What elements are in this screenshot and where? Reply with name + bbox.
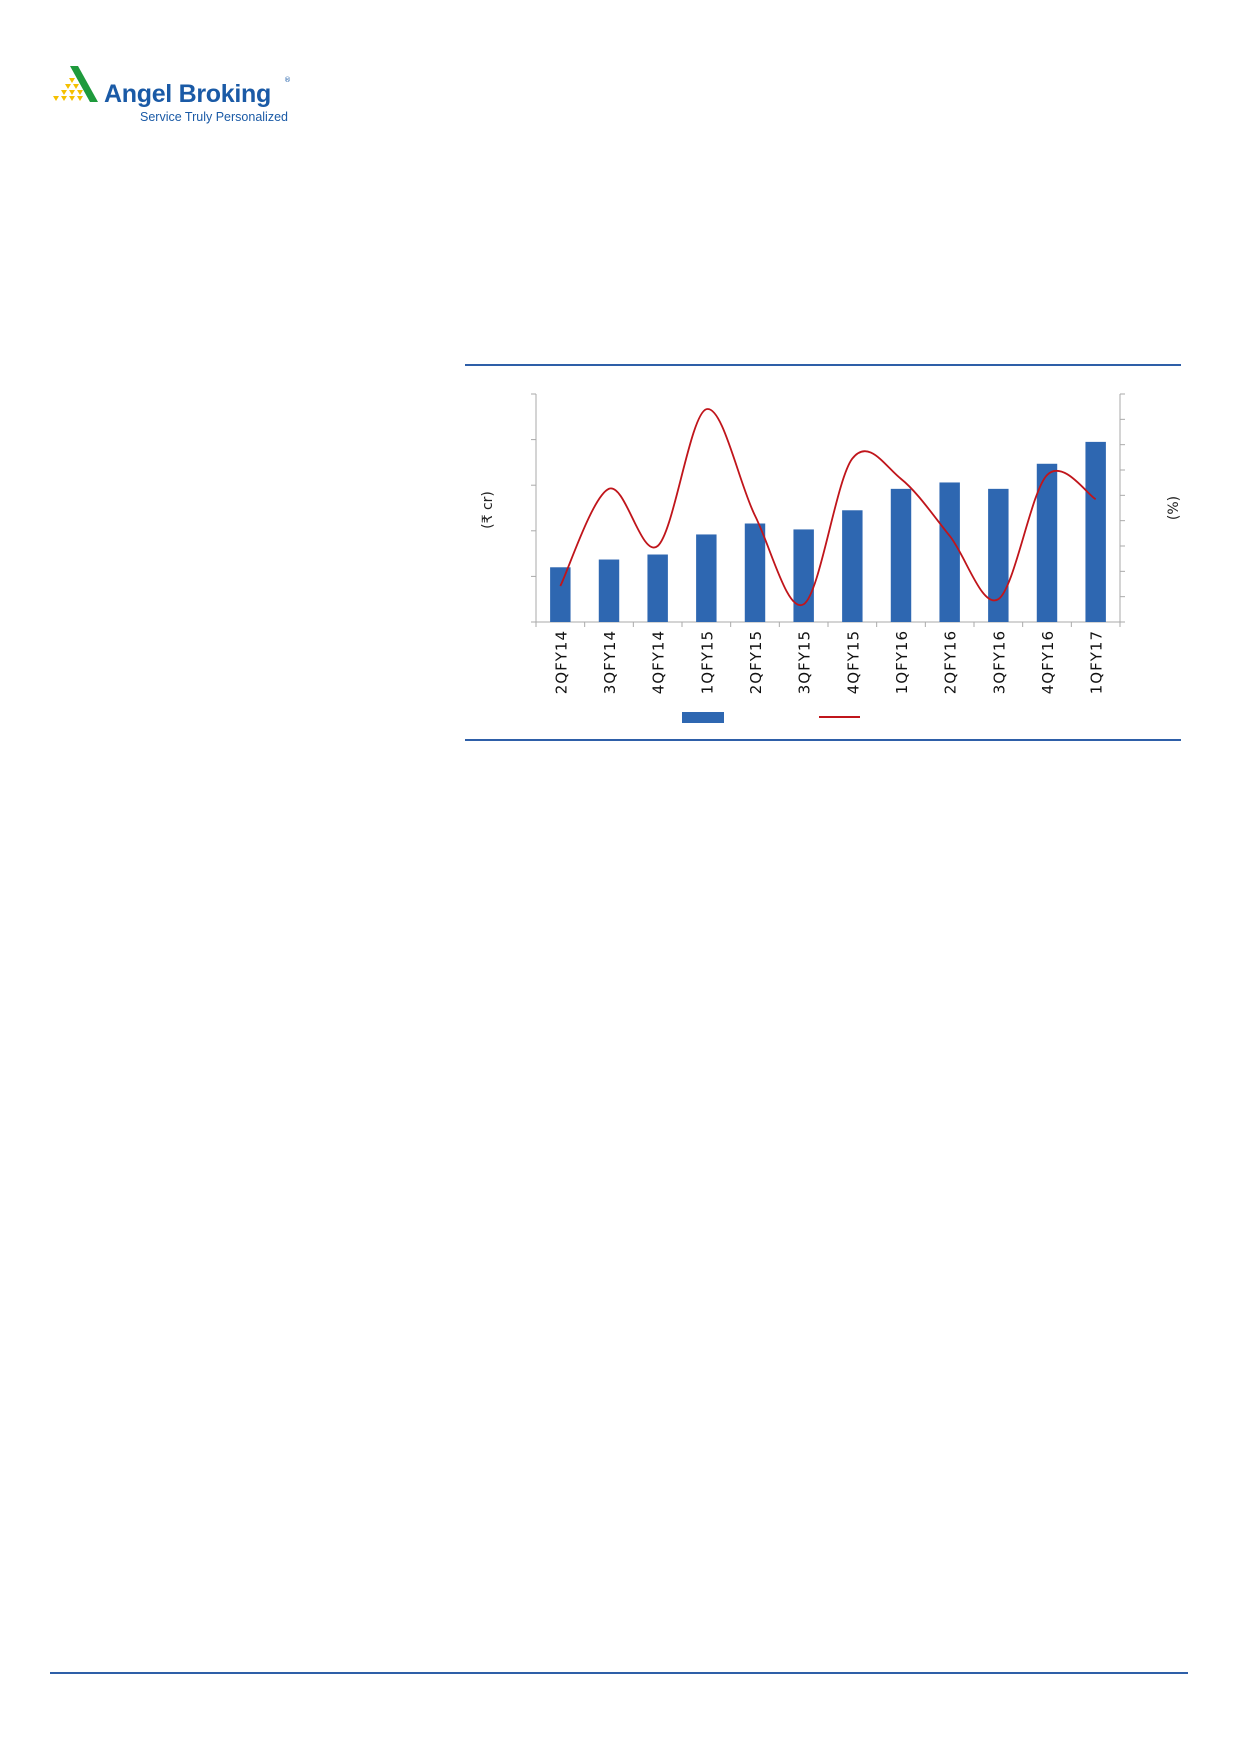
x-tick-label: 1QFY16 [893,630,911,694]
bar-3QFY16 [988,488,1009,622]
bar-2QFY15 [744,523,766,622]
x-tick-label: 3QFY15 [796,630,814,694]
logo-registered-mark: ® [284,76,291,84]
x-tick-label: 2QFY15 [747,630,765,694]
bar-2QFY14 [550,567,571,622]
x-tick-label: 2QFY16 [942,630,960,694]
x-tick-label: 4QFY16 [1039,630,1057,694]
x-tick-label: 2QFY14 [552,630,570,694]
chart-bottom-rule [465,739,1181,741]
bar-2QFY16 [939,482,960,622]
line-series [559,408,1097,607]
chart-top-rule [465,364,1181,366]
bar-1QFY16 [890,488,912,622]
x-tick-label: 3QFY16 [990,630,1008,694]
legend-bar-swatch [682,712,724,723]
bar-1QFY17 [1085,441,1106,622]
x-tick-label: 3QFY14 [601,630,619,694]
logo-name: Angel Broking [104,80,271,108]
x-tick-label: 4QFY14 [650,630,668,694]
bar-1QFY15 [696,534,717,622]
bar-4QFY14 [647,554,668,622]
bar-3QFY15 [793,529,814,622]
x-tick-label: 1QFY15 [698,630,716,694]
chart: (₹ cr) (%) 2QFY14 3QFY14 4QFY14 1QFY15 2QFY1… [480,393,1182,723]
y-axis-left-label: (₹ cr) [480,491,496,529]
bar-3QFY14 [598,559,620,622]
logo-tagline: Service Truly Personalized [140,110,288,124]
bar-4QFY16 [1036,463,1058,622]
bar-4QFY15 [842,510,863,622]
x-tick-label: 4QFY15 [844,630,862,694]
y-axis-right-label: (%) [1166,496,1182,520]
logo-mark-icon [53,66,98,102]
x-tick-label: 1QFY17 [1088,630,1106,694]
footer-rule [50,1672,1188,1674]
logo: Angel Broking ® Service Truly Personaliz… [52,64,292,128]
